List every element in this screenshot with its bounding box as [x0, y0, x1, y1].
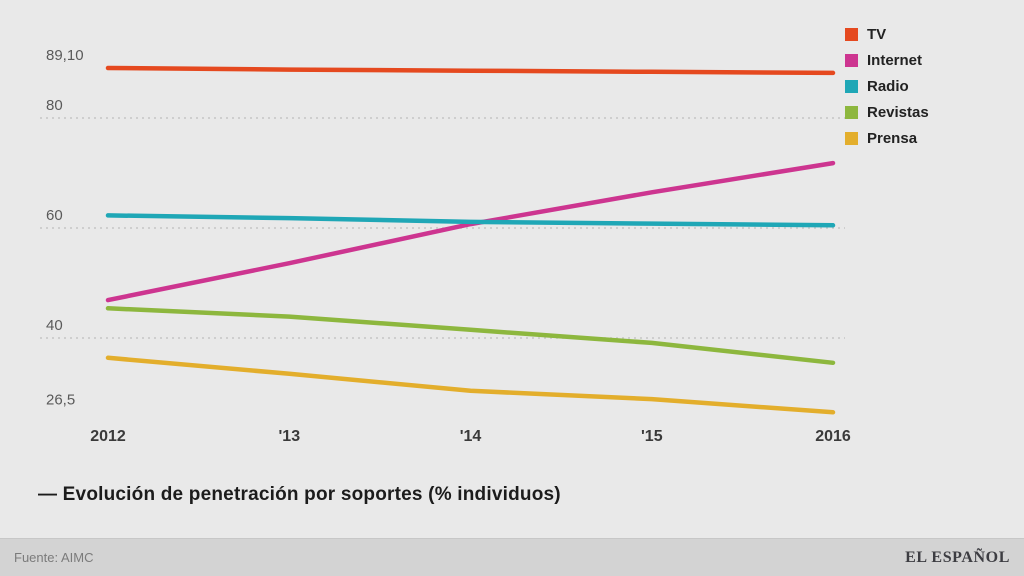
series-line-radio	[105, 213, 836, 228]
legend-item-tv: TV	[845, 26, 929, 43]
legend-swatch-radio	[845, 80, 858, 93]
chart-title: — Evolución de penetración por soportes …	[38, 484, 561, 505]
y-tick-label: 60	[46, 207, 63, 224]
y-tick-label: 89,10	[46, 47, 84, 64]
legend-item-internet: Internet	[845, 52, 929, 69]
series-line-internet	[105, 160, 836, 303]
y-tick-label: 80	[46, 97, 63, 114]
x-tick-label: '15	[641, 428, 663, 445]
series-line-prensa	[105, 355, 836, 415]
x-tick-label: 2016	[815, 428, 851, 445]
y-tick-label: 40	[46, 317, 63, 334]
legend-item-radio: Radio	[845, 78, 929, 95]
legend-swatch-prensa	[845, 132, 858, 145]
legend-label: Prensa	[867, 130, 918, 147]
x-tick-label: '13	[278, 428, 300, 445]
y-tick-label: 26,5	[46, 391, 75, 408]
legend-item-revistas: Revistas	[845, 104, 929, 121]
legend-label: Revistas	[867, 104, 929, 121]
series-line-tv	[105, 65, 836, 76]
line-chart: 89,10 80 60 40 26,5 2012 '13 '14 '15 2016	[40, 47, 851, 445]
x-tick-label: 2012	[90, 428, 126, 445]
source-label: Fuente: AIMC	[14, 550, 94, 565]
legend-label: Radio	[867, 78, 909, 95]
x-tick-label: '14	[460, 428, 482, 445]
legend-label: TV	[867, 26, 887, 43]
chart-legend: TV Internet Radio Revistas Prensa	[845, 26, 929, 147]
series-line-revistas	[105, 306, 836, 366]
legend-swatch-tv	[845, 28, 858, 41]
footer-bar: Fuente: AIMC EL ESPAÑOL	[0, 538, 1024, 576]
legend-item-prensa: Prensa	[845, 130, 929, 147]
legend-swatch-revistas	[845, 106, 858, 119]
brand-logo: EL ESPAÑOL	[905, 548, 1010, 566]
legend-label: Internet	[867, 52, 923, 69]
legend-swatch-internet	[845, 54, 858, 67]
